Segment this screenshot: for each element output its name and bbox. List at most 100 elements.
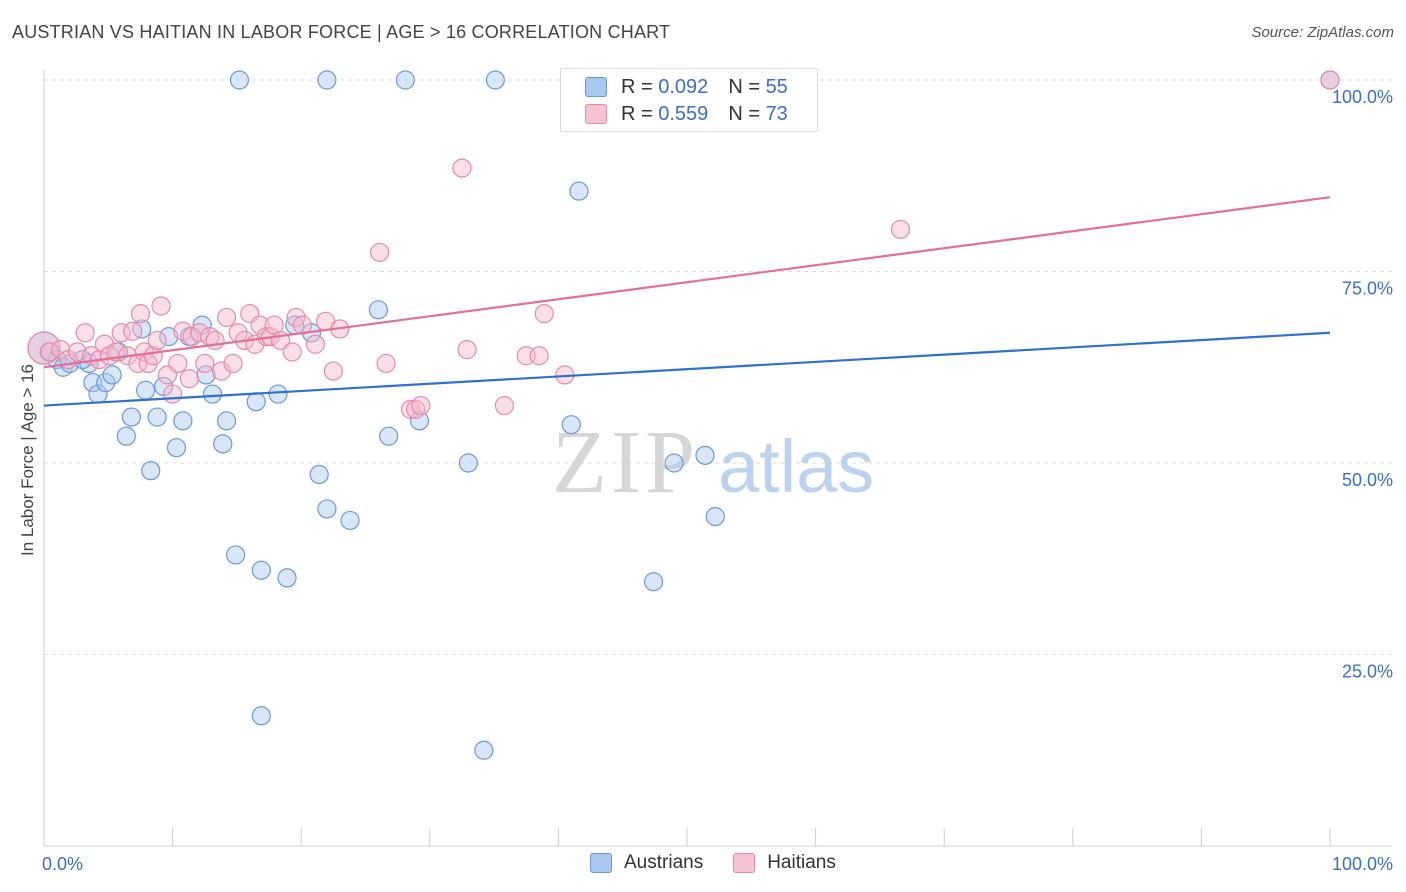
austrian-point	[121, 407, 142, 427]
correlation-legend: R = 0.092 N = 55 R = 0.559 N = 73	[560, 68, 818, 132]
austrian-point	[102, 365, 122, 385]
haitian-point	[376, 353, 396, 374]
austrian-point	[213, 434, 233, 454]
austrian-point	[561, 415, 581, 435]
austrian-point	[229, 70, 250, 90]
austrian-point	[251, 706, 271, 726]
haitian-point	[286, 307, 306, 328]
austrian-point	[217, 411, 237, 431]
austrian-point	[664, 453, 684, 473]
austrian-point	[309, 464, 329, 485]
austrian-point	[569, 181, 589, 201]
austrians-r-label: R =	[621, 75, 653, 98]
austrians-legend-label: Austrians	[624, 852, 704, 873]
tick-labels: 25.0% 50.0% 75.0% 100.0% 0.0% 100.0%	[42, 87, 1393, 874]
austrian-point	[268, 384, 288, 404]
haitian-point	[211, 361, 232, 381]
austrian-point	[485, 70, 505, 90]
haitian-point	[223, 353, 243, 374]
austrian-point	[705, 507, 725, 527]
watermark-zip: ZIP	[552, 413, 699, 512]
haitian-point	[411, 395, 431, 416]
haitian-point	[27, 331, 61, 365]
austrians-swatch	[585, 77, 607, 97]
austrian-trend-line	[43, 331, 1331, 407]
source-label: Source: ZipAtlas.com	[1251, 24, 1394, 41]
x-tick-label-0: 0.0%	[42, 854, 83, 874]
legend-row-austrians: R = 0.092 N = 55	[585, 75, 788, 99]
legend-item-haitians[interactable]: Haitians	[733, 852, 836, 874]
austrians-n-label: N =	[728, 75, 760, 98]
haitian-point	[190, 323, 210, 343]
haitian-point	[39, 342, 59, 362]
austrian-point	[474, 740, 494, 760]
austrian-point	[147, 407, 167, 427]
austrian-point	[226, 545, 246, 565]
haitians-swatch	[585, 104, 607, 124]
haitian-point	[75, 323, 95, 343]
haitian-point	[205, 330, 225, 351]
austrian-point	[317, 499, 337, 519]
haitian-point	[217, 307, 237, 328]
haitians-legend-label: Haitians	[767, 852, 836, 873]
chart-title: AUSTRIAN VS HAITIAN IN LABOR FORCE | AGE…	[12, 22, 671, 42]
haitian-point	[1320, 70, 1340, 90]
austrians-r-value: 0.092	[658, 75, 709, 98]
haitian-trend-line	[43, 196, 1331, 369]
legend-row-haitians: R = 0.559 N = 73	[585, 102, 788, 126]
haitian-point	[529, 346, 549, 366]
y-tick-label-1: 50.0%	[1342, 470, 1393, 490]
austrian-point	[368, 300, 388, 320]
austrian-point	[246, 392, 266, 412]
haitian-point	[494, 395, 514, 416]
watermark-atlas: atlas	[718, 425, 874, 508]
y-tick-label-2: 75.0%	[1342, 279, 1393, 299]
austrian-point	[695, 445, 715, 465]
austrian-point	[395, 70, 415, 90]
austrian-point	[251, 560, 271, 580]
axes	[43, 70, 1392, 847]
haitian-point	[370, 242, 390, 262]
austrian-point	[141, 461, 161, 481]
austrian-point	[458, 453, 478, 473]
trend-lines	[43, 196, 1331, 407]
watermark: ZIP atlas	[552, 413, 874, 512]
austrian-point	[340, 510, 360, 531]
haitian-point	[282, 342, 302, 362]
haitian-point	[67, 342, 88, 362]
haitians-legend-swatch	[733, 853, 756, 873]
austrians-n-value: 55	[765, 75, 788, 98]
haitian-point	[305, 334, 325, 354]
austrian-point	[202, 384, 223, 404]
austrian-point	[135, 380, 156, 400]
haitian-point	[151, 296, 171, 316]
haitian-point	[173, 321, 193, 341]
haitian-point	[51, 340, 71, 360]
haitian-point	[123, 321, 143, 341]
haitians-n-value: 73	[765, 102, 788, 125]
austrian-point	[173, 411, 193, 431]
haitian-point	[179, 369, 199, 389]
austrian-point	[277, 568, 297, 588]
legend-item-austrians[interactable]: Austrians	[590, 852, 703, 874]
austrian-point	[317, 70, 337, 90]
haitian-point	[890, 219, 911, 239]
haitian-point	[94, 334, 115, 354]
austrian-point	[116, 426, 136, 446]
haitian-point	[452, 158, 472, 178]
haitian-point	[400, 399, 421, 419]
haitian-point	[457, 340, 477, 360]
haitian-point	[168, 353, 188, 374]
austrian-point	[379, 426, 399, 446]
haitian-point	[195, 353, 215, 374]
haitian-point	[323, 361, 343, 381]
austrian-point	[643, 572, 664, 592]
austrian-point	[166, 438, 187, 458]
haitians-r-label: R =	[621, 102, 653, 125]
haitians-r-value: 0.559	[658, 102, 709, 125]
haitian-point	[534, 304, 554, 324]
austrian-point	[96, 372, 116, 393]
gridlines	[44, 79, 1392, 655]
haitian-point	[163, 384, 183, 404]
